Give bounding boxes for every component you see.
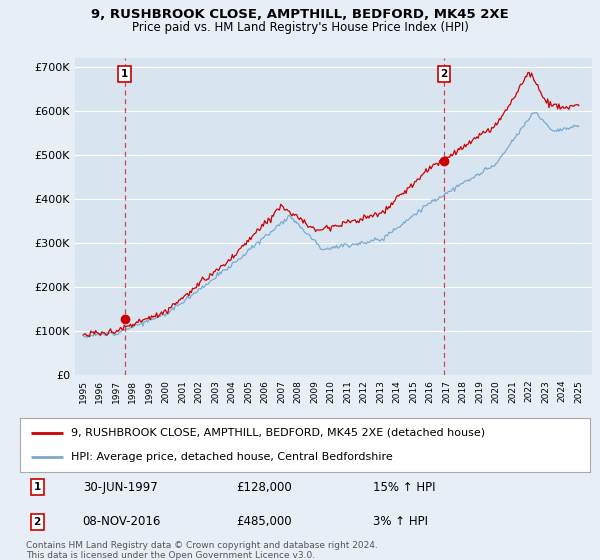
Text: 1: 1 xyxy=(121,69,128,79)
Text: £128,000: £128,000 xyxy=(236,481,292,494)
Text: Contains HM Land Registry data © Crown copyright and database right 2024.
This d: Contains HM Land Registry data © Crown c… xyxy=(26,541,378,560)
Text: HPI: Average price, detached house, Central Bedfordshire: HPI: Average price, detached house, Cent… xyxy=(71,452,393,463)
Text: 9, RUSHBROOK CLOSE, AMPTHILL, BEDFORD, MK45 2XE: 9, RUSHBROOK CLOSE, AMPTHILL, BEDFORD, M… xyxy=(91,8,509,21)
Text: 2: 2 xyxy=(440,69,448,79)
Text: 9, RUSHBROOK CLOSE, AMPTHILL, BEDFORD, MK45 2XE (detached house): 9, RUSHBROOK CLOSE, AMPTHILL, BEDFORD, M… xyxy=(71,428,485,437)
Text: 2: 2 xyxy=(34,517,41,527)
Text: £485,000: £485,000 xyxy=(236,515,292,528)
Text: 3% ↑ HPI: 3% ↑ HPI xyxy=(373,515,428,528)
Text: Price paid vs. HM Land Registry's House Price Index (HPI): Price paid vs. HM Land Registry's House … xyxy=(131,21,469,34)
Text: 1: 1 xyxy=(34,482,41,492)
Text: 30-JUN-1997: 30-JUN-1997 xyxy=(83,481,157,494)
Text: 15% ↑ HPI: 15% ↑ HPI xyxy=(373,481,436,494)
Text: 08-NOV-2016: 08-NOV-2016 xyxy=(83,515,161,528)
